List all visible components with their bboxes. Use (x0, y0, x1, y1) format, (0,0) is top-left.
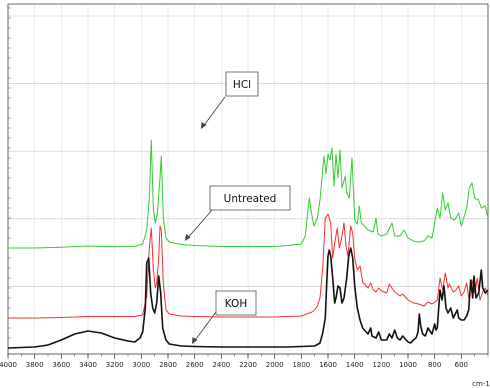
x-tick-label: 1600 (319, 361, 337, 369)
x-tick-label: 800 (428, 361, 441, 369)
series-line-untreated (8, 213, 489, 319)
x-tick-label: 3200 (106, 361, 124, 369)
untreated-label-box (209, 185, 291, 211)
x-tick-label: 4000 (0, 361, 17, 369)
x-tick-label: 600 (455, 361, 468, 369)
x-tick-label: 2200 (239, 361, 257, 369)
series-line-koh (7, 247, 489, 349)
koh-label: KOH (225, 298, 247, 310)
untreated-label: Untreated (224, 193, 277, 205)
x-axis: 4000 3800 3600 3400 3200 3000 2800 2600 2400 2200… (0, 354, 490, 388)
x-tick-label: 2000 (266, 361, 284, 369)
hcl-label: HCl (233, 79, 251, 91)
hcl-callout: HCl (201, 71, 259, 129)
x-tick-label: 1000 (399, 361, 417, 369)
untreated-callout: Untreated (185, 185, 291, 241)
koh-arrowhead (192, 337, 198, 344)
koh-label-box (215, 290, 257, 316)
x-tick-label: 1200 (372, 361, 390, 369)
x-unit-label: cm-1 (472, 380, 490, 388)
x-tick-label: 1800 (292, 361, 310, 369)
koh-callout: KOH (192, 290, 257, 344)
x-tick-label: 3600 (52, 361, 70, 369)
koh-callout-arrow (192, 311, 217, 344)
series-callouts: HCl Untreated KOH (185, 71, 291, 344)
x-tick-label: 1400 (346, 361, 364, 369)
hcl-arrowhead (201, 122, 207, 129)
hcl-label-box (225, 71, 259, 97)
untreated-arrowhead (185, 234, 191, 241)
spectra-traces (7, 139, 489, 349)
x-tick-label: 2800 (159, 361, 177, 369)
hcl-callout-arrow (201, 96, 226, 129)
x-tick-label: 3000 (132, 361, 150, 369)
x-tick-label: 2600 (186, 361, 204, 369)
x-tick-label: 3400 (79, 361, 97, 369)
x-tick-label: 2400 (212, 361, 230, 369)
untreated-callout-arrow (185, 209, 213, 241)
series-line-hcl (8, 139, 489, 249)
x-tick-label: 3800 (26, 361, 44, 369)
